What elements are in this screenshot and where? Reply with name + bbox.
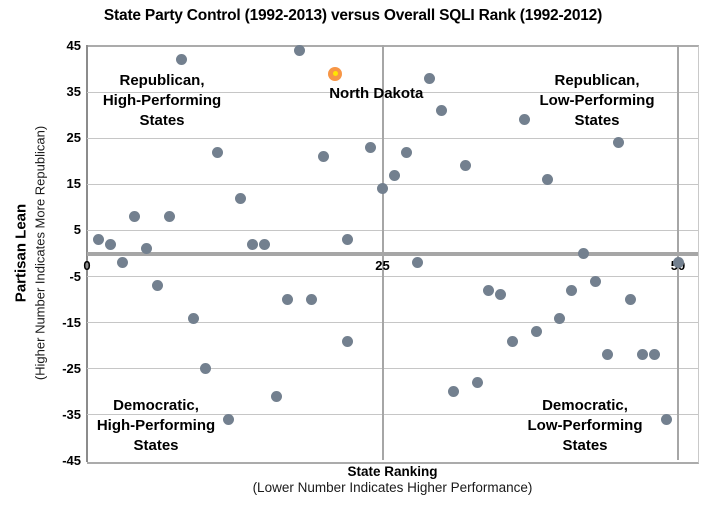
data-point bbox=[341, 234, 353, 246]
y-axis-subtitle: (Higher Number Indicates More Republican… bbox=[32, 125, 48, 381]
quadrant-label-democratic-high: Democratic, High-Performing States bbox=[76, 396, 236, 456]
x-axis-title: State Ranking bbox=[347, 464, 438, 479]
data-point bbox=[660, 413, 672, 425]
data-point bbox=[483, 284, 495, 296]
data-point bbox=[152, 280, 164, 292]
y-tick-label: 15 bbox=[66, 176, 81, 192]
data-point bbox=[235, 192, 247, 204]
gridline-horizontal bbox=[87, 229, 698, 231]
data-point bbox=[672, 257, 684, 269]
gridline-horizontal bbox=[87, 183, 698, 185]
annotation-north-dakota: North Dakota bbox=[329, 84, 424, 102]
x-tick-label: 0 bbox=[83, 258, 91, 273]
data-point bbox=[246, 238, 258, 250]
data-point bbox=[176, 54, 188, 66]
data-point bbox=[542, 174, 554, 186]
data-point bbox=[554, 312, 566, 324]
data-point bbox=[223, 413, 235, 425]
data-point bbox=[199, 363, 211, 375]
data-point bbox=[388, 169, 400, 181]
data-point bbox=[507, 335, 519, 347]
data-point bbox=[270, 390, 282, 402]
data-point bbox=[601, 349, 613, 361]
quadrant-label-republican-high: Republican, High-Performing States bbox=[82, 71, 242, 131]
zero-axis-line bbox=[87, 251, 698, 256]
data-point bbox=[495, 289, 507, 301]
quadrant-line: Republican, bbox=[119, 72, 205, 89]
data-point bbox=[436, 105, 448, 117]
data-point bbox=[128, 211, 140, 223]
quadrant-label-republican-low: Republican, Low-Performing States bbox=[517, 71, 677, 131]
data-point bbox=[105, 238, 117, 250]
data-point bbox=[140, 243, 152, 255]
quadrant-line: Republican, bbox=[554, 72, 640, 89]
data-point bbox=[412, 257, 424, 269]
data-point bbox=[459, 160, 471, 172]
data-point bbox=[365, 141, 377, 153]
highlighted-point-marker bbox=[328, 66, 343, 81]
quadrant-line: States bbox=[562, 437, 608, 454]
quadrant-line: Low-Performing bbox=[539, 92, 655, 109]
data-point bbox=[424, 72, 436, 84]
y-tick-label: -35 bbox=[62, 406, 81, 422]
data-point bbox=[341, 335, 353, 347]
y-tick-label: 25 bbox=[66, 130, 81, 146]
data-point bbox=[625, 294, 637, 306]
data-point bbox=[294, 45, 306, 57]
x-axis-subtitle: (Lower Number Indicates Higher Performan… bbox=[252, 480, 533, 495]
quadrant-line: Democratic, bbox=[542, 397, 628, 414]
gridline-horizontal bbox=[87, 414, 698, 416]
data-point bbox=[282, 294, 294, 306]
data-point bbox=[637, 349, 649, 361]
data-point bbox=[317, 151, 329, 163]
y-tick-label: -5 bbox=[69, 268, 81, 284]
data-point bbox=[258, 238, 270, 250]
quadrant-line: Democratic, bbox=[113, 397, 199, 414]
quadrant-line: States bbox=[133, 437, 179, 454]
data-point bbox=[164, 211, 176, 223]
highlighted-point-core bbox=[332, 71, 338, 77]
x-tick-label: 25 bbox=[375, 258, 390, 273]
y-tick-label: -15 bbox=[62, 314, 81, 330]
data-point bbox=[400, 146, 412, 158]
data-point bbox=[116, 257, 128, 269]
gridline-horizontal bbox=[87, 91, 698, 93]
data-point bbox=[471, 377, 483, 389]
quadrant-line: High-Performing bbox=[102, 92, 222, 109]
quadrant-line: States bbox=[139, 112, 185, 129]
data-point bbox=[566, 284, 578, 296]
y-tick-label: 45 bbox=[66, 38, 81, 54]
data-point bbox=[530, 326, 542, 338]
quadrant-line: States bbox=[574, 112, 620, 129]
data-point bbox=[306, 294, 318, 306]
data-point bbox=[211, 146, 223, 158]
quadrant-line: High-Performing bbox=[96, 417, 216, 434]
data-point bbox=[187, 312, 199, 324]
data-point bbox=[613, 137, 625, 149]
y-tick-label: -45 bbox=[62, 452, 81, 468]
data-point bbox=[577, 248, 589, 259]
gridline-horizontal bbox=[87, 276, 698, 278]
y-axis-title: Partisan Lean bbox=[12, 203, 30, 303]
data-point bbox=[93, 234, 105, 246]
y-tick-label: -25 bbox=[62, 360, 81, 376]
quadrant-line: Low-Performing bbox=[527, 417, 643, 434]
gridline-horizontal bbox=[87, 137, 698, 139]
y-tick-label: 35 bbox=[66, 84, 81, 100]
data-point bbox=[377, 183, 388, 195]
y-tick-label: 5 bbox=[73, 222, 81, 238]
data-point bbox=[589, 275, 601, 287]
data-point bbox=[447, 386, 459, 398]
data-point bbox=[518, 114, 530, 126]
data-point bbox=[648, 349, 660, 361]
gridline-horizontal bbox=[87, 322, 698, 324]
gridline-horizontal bbox=[87, 368, 698, 370]
chart-title: State Party Control (1992-2013) versus O… bbox=[103, 7, 603, 24]
quadrant-label-democratic-low: Democratic, Low-Performing States bbox=[505, 396, 665, 456]
